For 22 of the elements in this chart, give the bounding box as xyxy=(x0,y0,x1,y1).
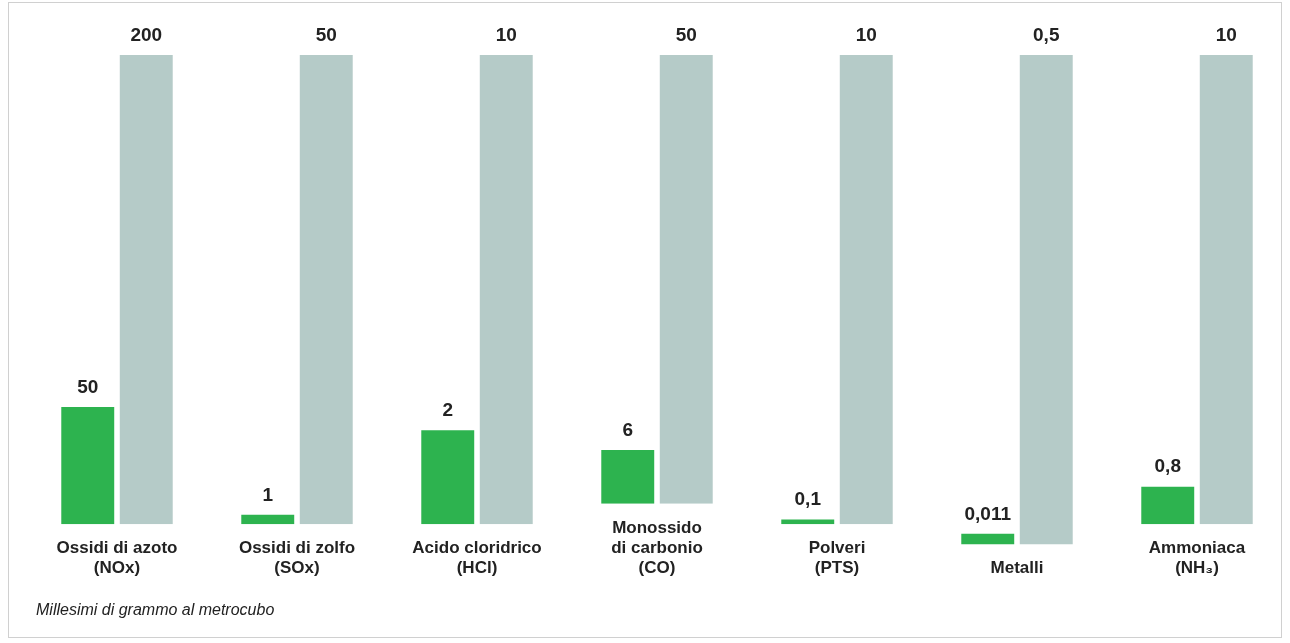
x-tick-label: Metalli xyxy=(990,558,1044,578)
data-label: 0,011 xyxy=(964,502,1012,524)
data-label: 200 xyxy=(130,23,163,45)
x-tick-label: Polveri (PTS) xyxy=(808,538,866,578)
x-tick-label: Acido cloridrico (HCl) xyxy=(412,538,542,578)
data-label: 50 xyxy=(77,375,99,397)
x-tick-label: Monossido di carbonio (CO) xyxy=(611,517,703,578)
data-label: 2 xyxy=(442,399,454,421)
data-label: 0,1 xyxy=(794,488,822,510)
data-label: 10 xyxy=(855,23,877,45)
data-label: 50 xyxy=(675,23,697,45)
data-label: 10 xyxy=(495,23,517,45)
text: Millesimi di grammo al metrocubo xyxy=(36,601,275,619)
x-tick-label: Ossidi di azoto (NOx) xyxy=(56,538,178,578)
data-label: 50 xyxy=(315,23,337,45)
data-label: 0,8 xyxy=(1154,455,1181,477)
data-label: 0,5 xyxy=(1033,23,1060,45)
data-label: 1 xyxy=(262,483,274,505)
x-tick-label: Ossidi di zolfo (SOx) xyxy=(238,538,356,578)
data-label: 6 xyxy=(622,418,634,440)
x-tick-label: Ammoniaca (NH₃) xyxy=(1148,538,1246,578)
data-label: 10 xyxy=(1215,23,1237,45)
